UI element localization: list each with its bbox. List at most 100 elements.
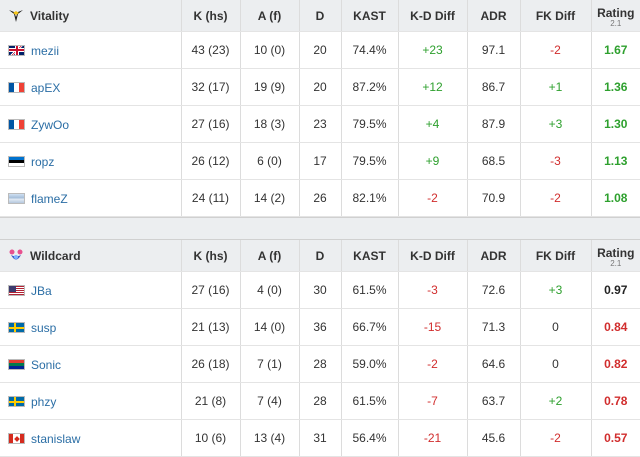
team-header: Vitality (0, 0, 181, 32)
player-link[interactable]: phzy (31, 394, 56, 408)
fk-diff-cell: -3 (520, 143, 591, 180)
deaths-cell: 31 (299, 420, 341, 457)
kast-cell: 82.1% (341, 180, 398, 217)
maple-leaf-icon (14, 436, 20, 442)
team-stats-table: Vitality K (hs) A (f) D KAST K-D Diff AD… (0, 0, 640, 217)
france-flag-icon (8, 119, 25, 130)
adr-cell: 97.1 (467, 32, 520, 69)
vitality-bee-icon (8, 8, 24, 24)
world-flag-icon (8, 193, 25, 204)
player-cell: ZywOo (0, 106, 181, 143)
kd-diff-cell: +12 (398, 69, 467, 106)
rating-version: 2.1 (592, 259, 640, 268)
estonia-flag-icon (8, 156, 25, 167)
column-header-fk-diff[interactable]: FK Diff (520, 240, 591, 272)
rating-version: 2.1 (592, 19, 640, 28)
table-header-row: Wildcard K (hs) A (f) D KAST K-D Diff AD… (0, 240, 640, 272)
fk-diff-cell: +1 (520, 69, 591, 106)
deaths-cell: 23 (299, 106, 341, 143)
player-link[interactable]: susp (31, 320, 56, 334)
deaths-cell: 30 (299, 272, 341, 309)
fk-diff-cell: 0 (520, 346, 591, 383)
player-cell: mezii (0, 32, 181, 69)
player-link[interactable]: stanislaw (31, 431, 80, 445)
table-header-row: Vitality K (hs) A (f) D KAST K-D Diff AD… (0, 0, 640, 32)
player-cell: apEX (0, 69, 181, 106)
column-header-kills[interactable]: K (hs) (181, 0, 240, 32)
adr-cell: 63.7 (467, 383, 520, 420)
column-header-kills[interactable]: K (hs) (181, 240, 240, 272)
united-kingdom-flag-icon (8, 45, 25, 56)
column-header-adr[interactable]: ADR (467, 240, 520, 272)
kd-diff-cell: -7 (398, 383, 467, 420)
kd-diff-cell: -2 (398, 346, 467, 383)
kast-cell: 61.5% (341, 383, 398, 420)
kast-cell: 79.5% (341, 106, 398, 143)
kd-diff-cell: -3 (398, 272, 467, 309)
column-header-adr[interactable]: ADR (467, 0, 520, 32)
rating-cell: 1.08 (591, 180, 640, 217)
kills-cell: 32 (17) (181, 69, 240, 106)
rating-cell: 0.57 (591, 420, 640, 457)
kills-cell: 27 (16) (181, 272, 240, 309)
player-link[interactable]: apEX (31, 80, 60, 94)
adr-cell: 86.7 (467, 69, 520, 106)
column-header-assists[interactable]: A (f) (240, 240, 299, 272)
team-name: Wildcard (30, 249, 81, 263)
kast-cell: 79.5% (341, 143, 398, 180)
player-link[interactable]: ropz (31, 154, 54, 168)
player-cell: JBa (0, 272, 181, 309)
column-header-deaths[interactable]: D (299, 240, 341, 272)
table-row: ropz 26 (12) 6 (0) 17 79.5% +9 68.5 -3 1… (0, 143, 640, 180)
kills-cell: 26 (18) (181, 346, 240, 383)
kills-cell: 10 (6) (181, 420, 240, 457)
table-row: mezii 43 (23) 10 (0) 20 74.4% +23 97.1 -… (0, 32, 640, 69)
adr-cell: 68.5 (467, 143, 520, 180)
player-cell: Sonic (0, 346, 181, 383)
kills-cell: 21 (8) (181, 383, 240, 420)
adr-cell: 45.6 (467, 420, 520, 457)
column-header-kd-diff[interactable]: K-D Diff (398, 0, 467, 32)
column-header-deaths[interactable]: D (299, 0, 341, 32)
column-header-fk-diff[interactable]: FK Diff (520, 0, 591, 32)
rating-cell: 1.30 (591, 106, 640, 143)
adr-cell: 64.6 (467, 346, 520, 383)
rating-cell: 0.78 (591, 383, 640, 420)
player-link[interactable]: Sonic (31, 357, 61, 371)
adr-cell: 72.6 (467, 272, 520, 309)
kills-cell: 43 (23) (181, 32, 240, 69)
player-cell: flameZ (0, 180, 181, 217)
kast-cell: 66.7% (341, 309, 398, 346)
assists-cell: 13 (4) (240, 420, 299, 457)
fk-diff-cell: +3 (520, 272, 591, 309)
deaths-cell: 20 (299, 69, 341, 106)
kd-diff-cell: +9 (398, 143, 467, 180)
sweden-flag-icon (8, 322, 25, 333)
team-header: Wildcard (0, 240, 181, 272)
table-row: susp 21 (13) 14 (0) 36 66.7% -15 71.3 0 … (0, 309, 640, 346)
assists-cell: 18 (3) (240, 106, 299, 143)
deaths-cell: 36 (299, 309, 341, 346)
player-link[interactable]: ZywOo (31, 117, 69, 131)
column-header-assists[interactable]: A (f) (240, 0, 299, 32)
player-cell: ropz (0, 143, 181, 180)
rating-cell: 0.84 (591, 309, 640, 346)
player-link[interactable]: mezii (31, 43, 59, 57)
player-link[interactable]: JBa (31, 283, 52, 297)
kd-diff-cell: -2 (398, 180, 467, 217)
adr-cell: 71.3 (467, 309, 520, 346)
player-link[interactable]: flameZ (31, 191, 68, 205)
table-row: apEX 32 (17) 19 (9) 20 87.2% +12 86.7 +1… (0, 69, 640, 106)
kast-cell: 61.5% (341, 272, 398, 309)
column-header-kast[interactable]: KAST (341, 0, 398, 32)
fk-diff-cell: -2 (520, 420, 591, 457)
assists-cell: 14 (0) (240, 309, 299, 346)
deaths-cell: 17 (299, 143, 341, 180)
column-header-kast[interactable]: KAST (341, 240, 398, 272)
rating-label: Rating (592, 244, 640, 259)
kast-cell: 74.4% (341, 32, 398, 69)
column-header-kd-diff[interactable]: K-D Diff (398, 240, 467, 272)
player-cell: susp (0, 309, 181, 346)
